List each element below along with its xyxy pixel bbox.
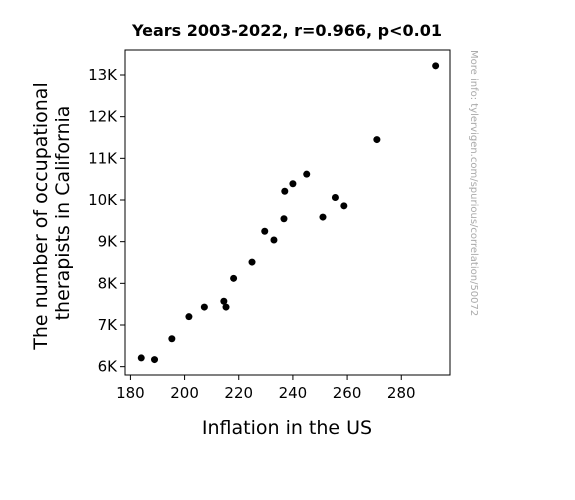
data-point (303, 170, 311, 178)
y-axis-label-line-1: The number of occupational (30, 82, 52, 351)
y-tick-label: 13K (88, 66, 118, 84)
data-point (220, 297, 228, 305)
data-point (248, 258, 256, 266)
source-watermark: More info: tylervigen.com/spurious/corre… (468, 50, 479, 316)
chart-title: Years 2003-2022, r=0.966, p<0.01 (131, 21, 442, 40)
y-tick-label: 11K (88, 149, 118, 167)
x-tick-label: 180 (116, 384, 145, 402)
data-point (200, 303, 208, 311)
data-point (289, 180, 297, 188)
data-point (270, 236, 278, 244)
y-tick-label: 9K (98, 233, 119, 251)
data-points (137, 62, 440, 364)
y-tick-label: 12K (88, 108, 118, 126)
x-tick-label: 240 (279, 384, 308, 402)
data-point (137, 354, 145, 362)
data-point (331, 194, 339, 201)
y-axis-ticks: 6K 7K 8K 9K 10K 11K 12K 13K (88, 66, 125, 376)
data-point (185, 313, 193, 321)
data-point (261, 227, 269, 235)
y-tick-label: 7K (98, 316, 119, 334)
x-tick-label: 280 (387, 384, 416, 402)
plot-area-frame (124, 49, 451, 376)
y-axis-label-line-2: therapists in California (52, 106, 74, 321)
x-axis-label: Inflation in the US (202, 417, 372, 439)
data-point (281, 187, 289, 195)
y-tick-label: 8K (98, 274, 119, 292)
data-point (168, 335, 176, 343)
x-axis-ticks: 180 200 220 240 260 280 (116, 375, 416, 402)
data-point (280, 215, 288, 223)
data-point (222, 303, 230, 311)
y-axis-label: The number of occupational therapists in… (30, 76, 74, 351)
data-point (319, 213, 327, 221)
x-tick-label: 200 (170, 384, 199, 402)
y-tick-label: 6K (98, 358, 119, 376)
data-point (432, 62, 440, 70)
data-point (230, 274, 238, 282)
x-tick-label: 260 (333, 384, 362, 402)
y-tick-label: 10K (88, 191, 118, 209)
data-point (373, 136, 381, 144)
data-point (340, 202, 348, 210)
x-tick-label: 220 (224, 384, 253, 402)
data-point (151, 356, 159, 364)
